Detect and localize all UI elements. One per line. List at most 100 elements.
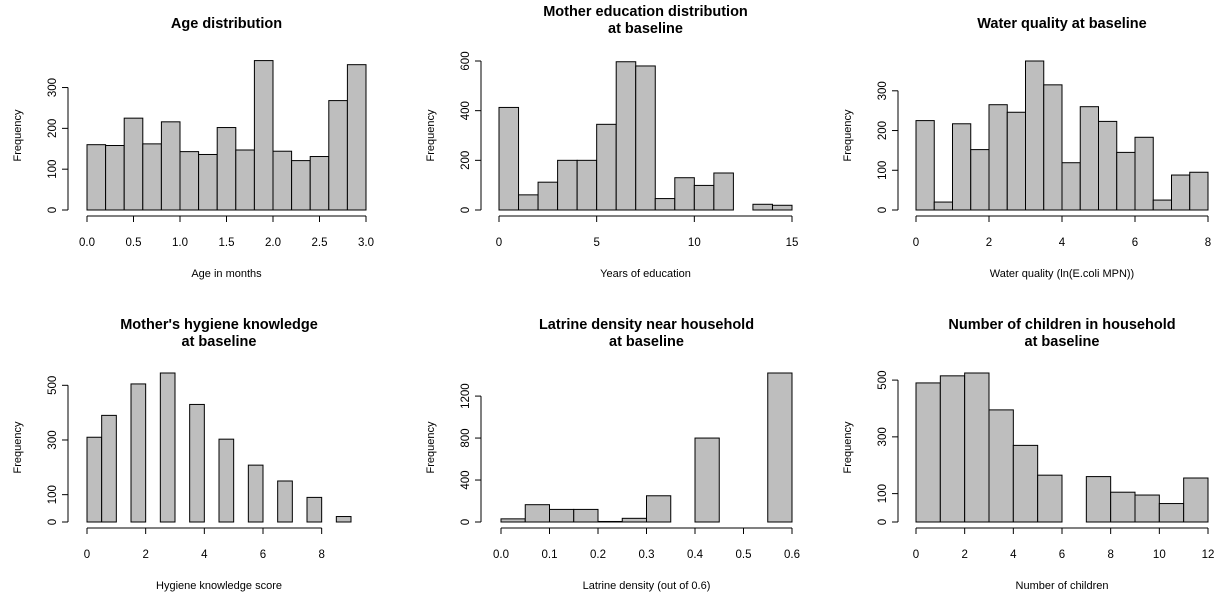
x-tick-label: 0.0 bbox=[79, 237, 95, 249]
x-tick-label: 8 bbox=[1107, 549, 1113, 561]
histogram-bar bbox=[1085, 476, 1112, 523]
histogram-bar bbox=[1183, 477, 1209, 523]
x-tick-label: 0 bbox=[496, 237, 502, 249]
histogram-bar bbox=[309, 156, 330, 211]
y-tick-label: 300 bbox=[877, 427, 889, 446]
y-axis: 0 100 200 300 Frequency bbox=[842, 81, 899, 213]
histogram-bar bbox=[1043, 84, 1063, 211]
histogram-bar bbox=[933, 201, 953, 211]
x-tick-label: 6 bbox=[1132, 237, 1138, 249]
histogram-bar bbox=[654, 198, 676, 211]
x-tick-label: 0.2 bbox=[590, 549, 606, 561]
y-tick-label: 100 bbox=[877, 484, 889, 503]
y-axis: 0 100 300 500 Frequency bbox=[12, 376, 69, 525]
histogram-bar bbox=[621, 517, 647, 523]
x-axis: 0 5 10 15 Years of education bbox=[496, 215, 799, 280]
histogram-bar bbox=[1012, 444, 1039, 523]
histogram-bar bbox=[159, 372, 176, 523]
histogram-bar bbox=[189, 403, 205, 523]
histogram-bar bbox=[988, 104, 1008, 211]
histogram-bar bbox=[1158, 503, 1185, 523]
x-axis-label: Years of education bbox=[600, 268, 691, 280]
histogram-bar bbox=[1189, 171, 1209, 211]
chart-title: Mother's hygiene knowledge at baseline bbox=[120, 317, 318, 350]
histogram-bar bbox=[216, 127, 237, 211]
x-tick-label: 15 bbox=[786, 237, 799, 249]
histogram-bar bbox=[277, 480, 293, 523]
histogram-bar bbox=[596, 123, 617, 211]
x-tick-label: 0.5 bbox=[736, 549, 752, 561]
x-axis-label: Hygiene knowledge score bbox=[156, 580, 282, 592]
histogram-bar bbox=[537, 181, 559, 211]
x-tick-label: 1.0 bbox=[172, 237, 188, 249]
histogram-bar bbox=[1061, 162, 1081, 211]
histogram-panel-5: Latrine density near household at baselin… bbox=[425, 317, 800, 592]
y-tick-label: 200 bbox=[877, 121, 889, 140]
y-axis-label: Frequency bbox=[12, 109, 24, 161]
histogram-bar bbox=[328, 100, 348, 211]
histogram-bar bbox=[1134, 494, 1160, 523]
histogram-bar bbox=[557, 159, 578, 211]
y-tick-label: 300 bbox=[47, 78, 59, 97]
y-axis: 0 400 800 1200 Frequency bbox=[425, 383, 482, 525]
histogram-bar bbox=[752, 203, 773, 211]
y-tick-label: 100 bbox=[47, 485, 59, 504]
y-tick-label: 0 bbox=[877, 207, 889, 213]
x-tick-label: 0.3 bbox=[639, 549, 655, 561]
x-tick-label: 0.4 bbox=[687, 549, 704, 561]
x-tick-label: 2 bbox=[986, 237, 992, 249]
histogram-bar bbox=[915, 382, 941, 523]
x-axis: 0 2 4 6 8 Hygiene knowledge score bbox=[84, 527, 325, 592]
x-tick-label: 0.1 bbox=[542, 549, 558, 561]
histogram-bar bbox=[291, 160, 311, 211]
x-axis-label: Latrine density (out of 0.6) bbox=[583, 580, 711, 592]
histogram-bar bbox=[247, 464, 264, 523]
x-tick-label: 10 bbox=[688, 237, 701, 249]
x-axis: 0.0 0.1 0.2 0.3 0.4 0.5 0.6 Latrine density (ou… bbox=[493, 527, 800, 592]
x-tick-label: 4 bbox=[1010, 549, 1017, 561]
histogram-panel-3: Water quality at baseline 0 2 4 6 8 Water qual… bbox=[842, 16, 1211, 280]
histogram-panel-6: Number of children in household at baseli… bbox=[842, 317, 1214, 592]
histogram-bar bbox=[123, 117, 144, 211]
histogram-bar bbox=[160, 121, 181, 211]
histogram-bar bbox=[952, 123, 972, 211]
x-tick-label: 2 bbox=[142, 549, 148, 561]
x-tick-label: 0.0 bbox=[493, 549, 509, 561]
y-tick-label: 500 bbox=[47, 376, 59, 395]
histogram-bar bbox=[1134, 136, 1154, 211]
y-tick-label: 1200 bbox=[460, 383, 472, 409]
x-tick-label: 5 bbox=[593, 237, 599, 249]
y-axis: 0 100 200 300 Frequency bbox=[12, 78, 69, 213]
histogram-bar bbox=[1079, 106, 1099, 211]
y-tick-label: 300 bbox=[877, 81, 889, 100]
histogram-bar bbox=[549, 508, 575, 523]
histogram-bar bbox=[597, 520, 623, 523]
y-tick-label: 200 bbox=[460, 151, 472, 170]
y-tick-label: 100 bbox=[47, 160, 59, 179]
histogram-bar bbox=[970, 149, 990, 211]
x-tick-label: 12 bbox=[1202, 549, 1215, 561]
x-axis-label: Water quality (ln(E.coli MPN)) bbox=[990, 268, 1134, 280]
histogram-bar bbox=[272, 150, 293, 211]
x-tick-label: 10 bbox=[1153, 549, 1166, 561]
x-tick-label: 4 bbox=[201, 549, 208, 561]
y-tick-label: 200 bbox=[47, 119, 59, 138]
histogram-bar bbox=[218, 438, 235, 523]
histogram-bar bbox=[253, 60, 274, 211]
histogram-panel-2: Mother education distribution at baseline… bbox=[425, 4, 798, 280]
x-axis: 0 2 4 6 8 10 12 Number of children bbox=[913, 527, 1215, 592]
y-tick-label: 0 bbox=[47, 519, 59, 525]
y-tick-label: 400 bbox=[460, 101, 472, 120]
x-axis-label: Number of children bbox=[1016, 580, 1109, 592]
x-axis: 0 2 4 6 8 Water quality (ln(E.coli MPN)) bbox=[913, 215, 1211, 280]
histogram-bar bbox=[1037, 474, 1063, 523]
chart-title: Number of children in household at baseli… bbox=[948, 317, 1175, 350]
chart-title: Age distribution bbox=[171, 16, 282, 32]
y-axis-label: Frequency bbox=[12, 421, 24, 473]
histogram-bar bbox=[101, 414, 117, 523]
x-axis: 0.0 0.5 1.0 1.5 2.0 2.5 3.0 Age in months bbox=[79, 215, 374, 280]
histogram-bar bbox=[1025, 60, 1045, 211]
histogram-panel-1: Age distribution 0.0 0.5 1.0 1.5 2.0 2.5 3.0 Age… bbox=[12, 16, 374, 280]
x-tick-label: 1.5 bbox=[219, 237, 235, 249]
